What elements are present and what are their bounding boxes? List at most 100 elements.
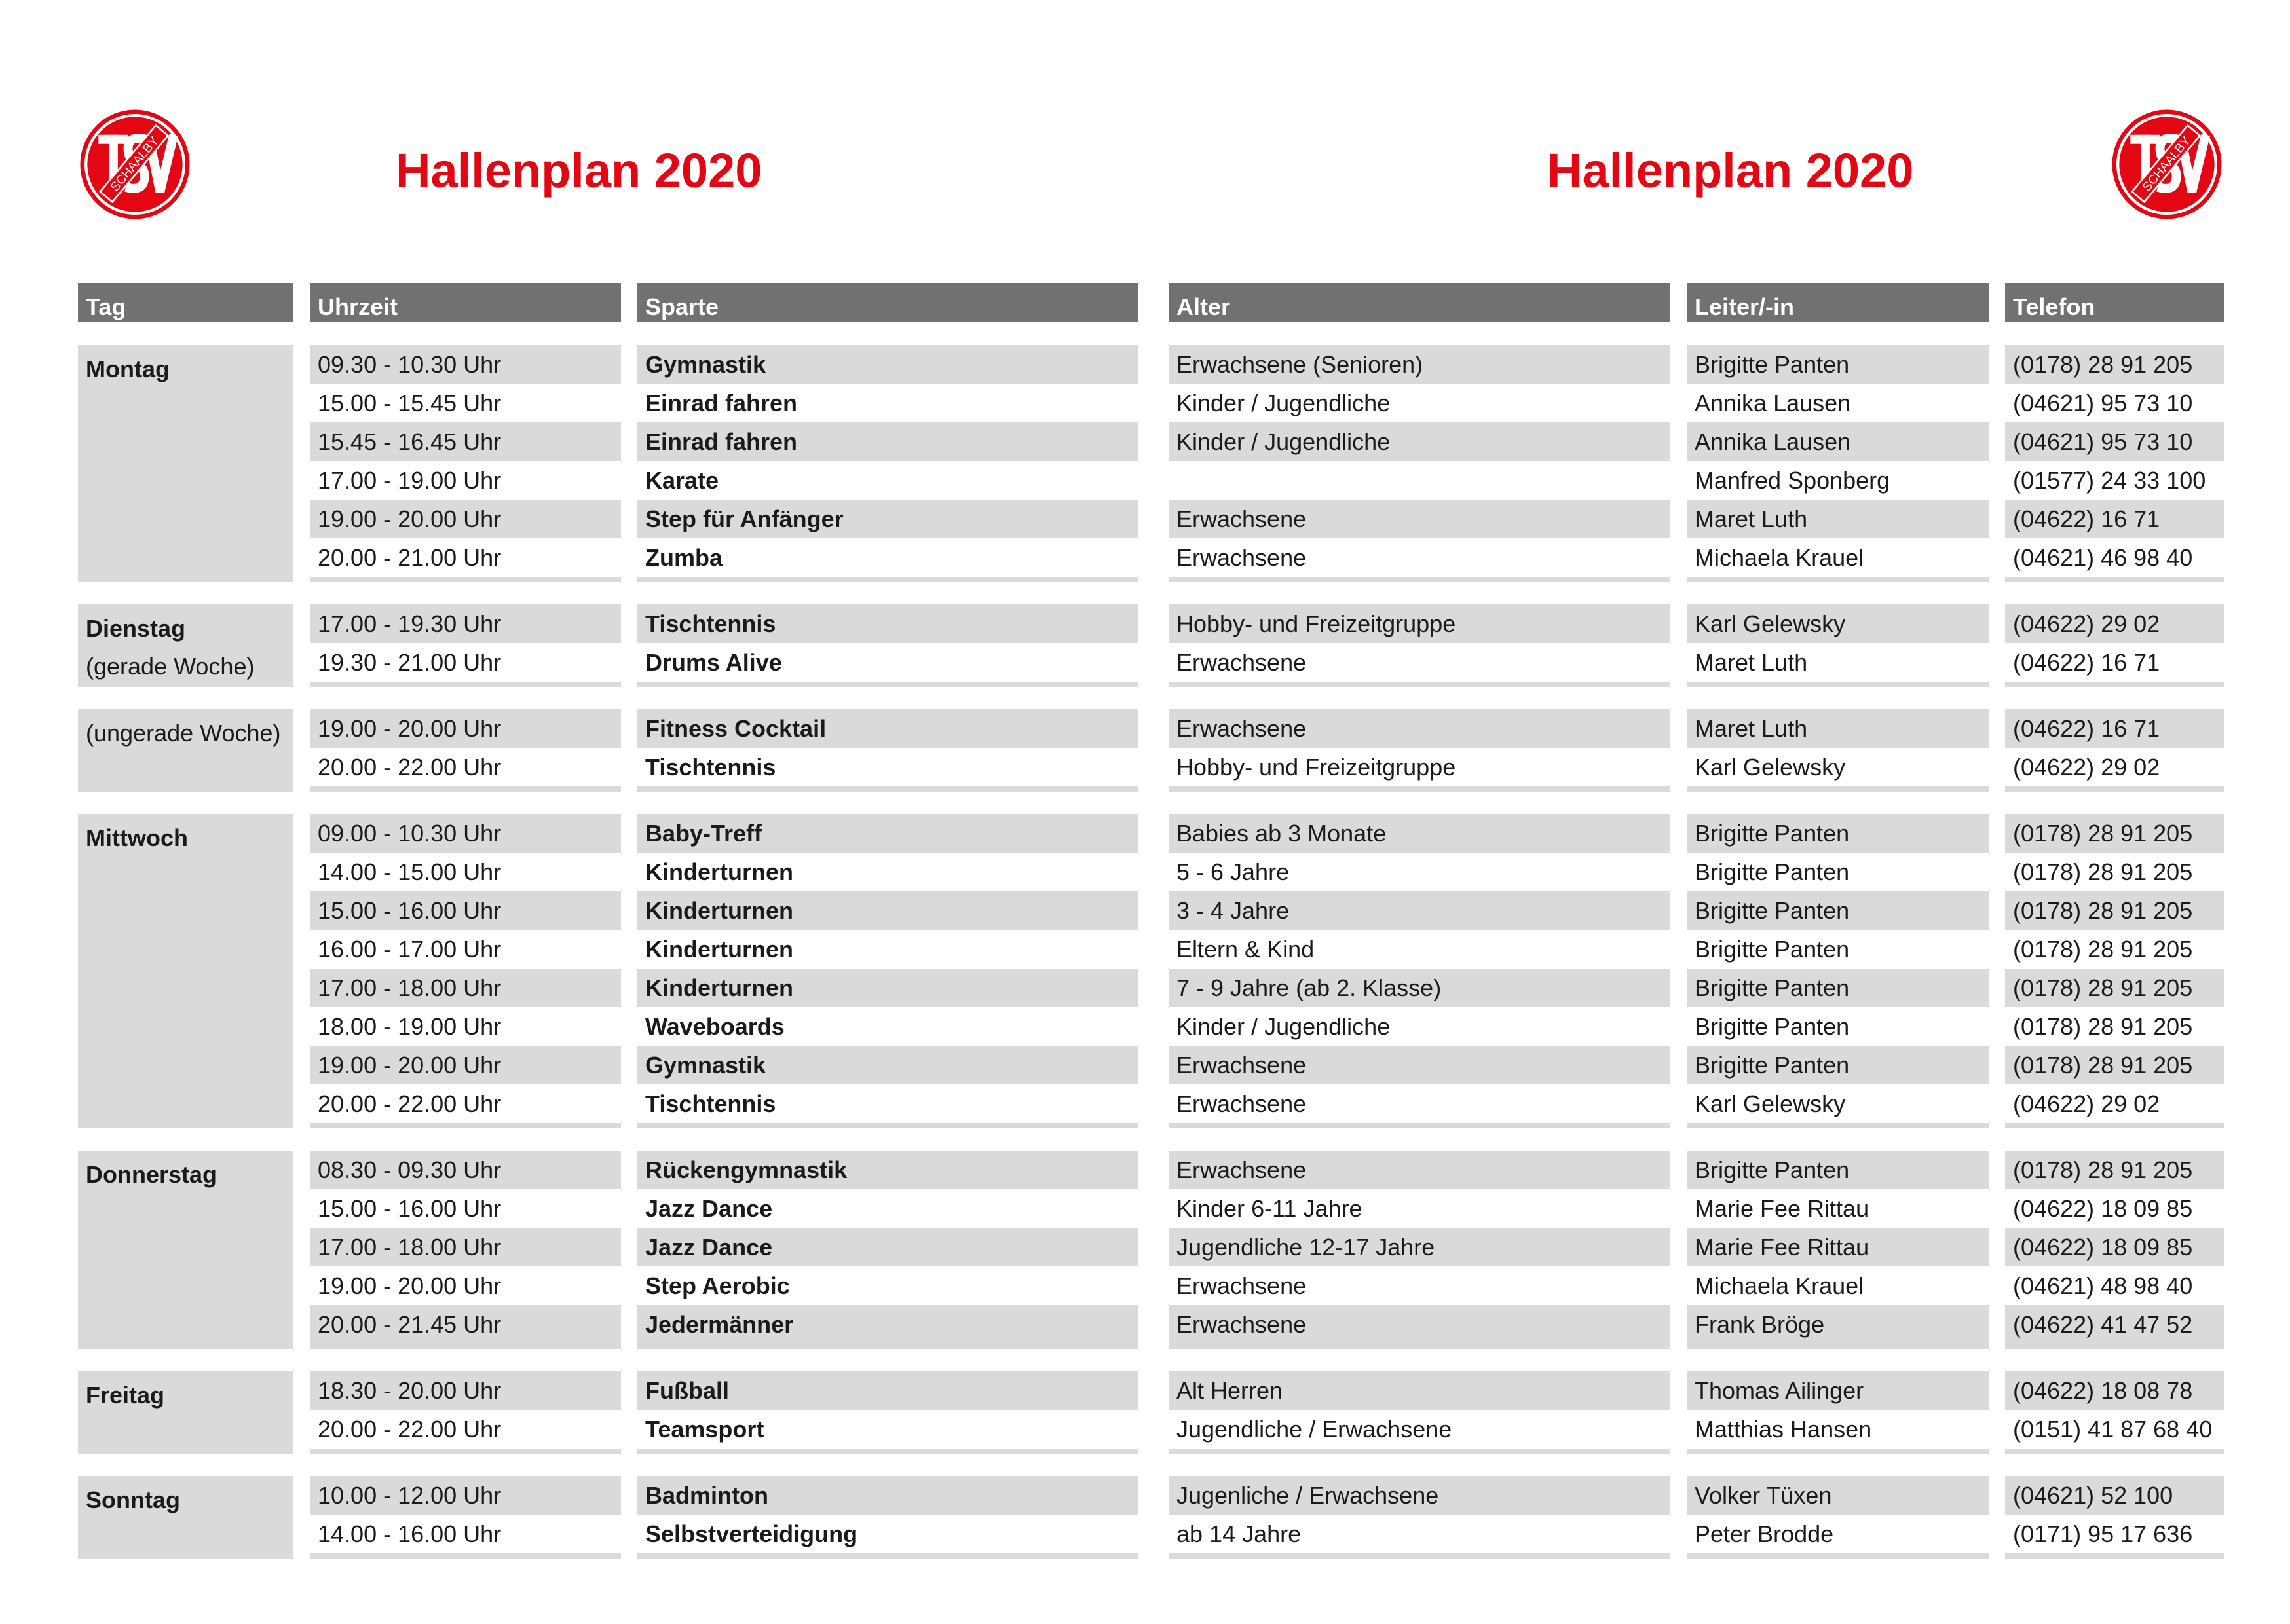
table-row: 15.00 - 15.45 Uhr Einrad fahren Kinder / J…	[0, 384, 2290, 422]
time-cell: 16.00 - 17.00 Uhr	[318, 936, 502, 963]
telefon-cell: (04622) 29 02	[2013, 754, 2160, 781]
alter-cell: 7 - 9 Jahre (ab 2. Klasse)	[1169, 969, 1670, 1007]
day-label: Dienstag	[86, 615, 186, 642]
table-row: 09.00 - 10.30 Uhr Baby-Treff Babies ab 3 M…	[0, 814, 2290, 853]
alter-cell	[1169, 461, 1670, 500]
group-divider	[0, 1344, 2290, 1349]
telefon-cell: (0171) 95 17 636	[2013, 1521, 2193, 1547]
sparte-cell: Einrad fahren	[645, 390, 798, 416]
day-cell: Freitag	[78, 1371, 293, 1454]
divider-segment	[310, 682, 621, 687]
divider-segment	[310, 577, 621, 582]
table-row: 08.30 - 09.30 Uhr Rückengymnastik Erwachse…	[0, 1151, 2290, 1189]
telefon-cell: (0178) 28 91 205	[2005, 1046, 2224, 1084]
column-header-uhrzeit: Uhrzeit	[310, 283, 621, 322]
sparte-cell: Kinderturnen	[637, 969, 1138, 1007]
table-row: 17.00 - 18.00 Uhr Kinderturnen 7 - 9 Jahre…	[0, 969, 2290, 1007]
divider-segment	[637, 682, 1138, 687]
leiter-cell: Karl Gelewsky	[1695, 1090, 1846, 1117]
telefon-cell: (01577) 24 33 100	[2013, 467, 2206, 494]
telefon-cell: (04622) 29 02	[2013, 1090, 2160, 1117]
leiter-cell: Maret Luth	[1687, 709, 1989, 748]
divider-segment	[637, 1553, 1138, 1559]
alter-cell: Alt Herren	[1169, 1371, 1670, 1410]
alter-cell: 3 - 4 Jahre	[1169, 891, 1670, 930]
telefon-cell: (0178) 28 91 205	[2005, 969, 2224, 1007]
time-cell: 17.00 - 18.00 Uhr	[310, 1228, 621, 1266]
divider-segment	[1169, 1449, 1670, 1454]
divider-segment	[310, 786, 621, 792]
divider-segment	[637, 1123, 1138, 1128]
divider-segment	[1169, 682, 1670, 687]
alter-cell: Erwachsene	[1169, 709, 1670, 748]
divider-segment	[2005, 1553, 2224, 1559]
table-row: 15.00 - 16.00 Uhr Kinderturnen 3 - 4 Jahre…	[0, 891, 2290, 930]
divider-segment	[1169, 1344, 1670, 1349]
telefon-cell: (04622) 18 08 78	[2005, 1371, 2224, 1410]
leiter-cell: Thomas Ailinger	[1687, 1371, 1989, 1410]
sparte-cell: Rückengymnastik	[637, 1151, 1138, 1189]
alter-cell: Erwachsene	[1169, 1151, 1670, 1189]
table-row: 10.00 - 12.00 Uhr Badminton Jugenliche / E…	[0, 1476, 2290, 1515]
alter-cell: Erwachsene (Senioren)	[1169, 345, 1670, 384]
telefon-cell: (0151) 41 87 68 40	[2013, 1416, 2213, 1443]
alter-cell: Erwachsene	[1176, 544, 1307, 571]
leiter-cell: Michaela Krauel	[1695, 544, 1864, 571]
sparte-cell: Karate	[645, 467, 719, 494]
time-cell: 17.00 - 18.00 Uhr	[310, 969, 621, 1007]
telefon-cell: (04622) 16 71	[2005, 709, 2224, 748]
time-cell: 20.00 - 21.45 Uhr	[310, 1305, 621, 1344]
time-cell: 08.30 - 09.30 Uhr	[310, 1151, 621, 1189]
table-row: 17.00 - 19.00 Uhr Karate Manfred Sponberg (…	[0, 461, 2290, 500]
sparte-cell: Jazz Dance	[645, 1195, 773, 1222]
tsv-schaalby-logo: SCHAALBY	[2112, 109, 2222, 219]
day-group: Sonntag 10.00 - 12.00 Uhr Badminton Jugenli…	[0, 1476, 2290, 1559]
sparte-cell: Step Aerobic	[645, 1272, 790, 1299]
alter-cell: Jugendliche / Erwachsene	[1176, 1416, 1452, 1443]
alter-cell: Hobby- und Freizeitgruppe	[1176, 754, 1456, 781]
sparte-cell: Kinderturnen	[645, 936, 794, 963]
time-cell: 15.00 - 15.45 Uhr	[318, 390, 502, 416]
alter-cell: 5 - 6 Jahre	[1176, 858, 1290, 885]
divider-segment	[1687, 786, 1989, 792]
telefon-cell: (04622) 18 09 85	[2005, 1228, 2224, 1266]
time-cell: 15.45 - 16.45 Uhr	[310, 422, 621, 461]
telefon-cell: (04621) 95 73 10	[2005, 422, 2224, 461]
divider-segment	[1169, 1123, 1670, 1128]
leiter-cell: Karl Gelewsky	[1695, 754, 1846, 781]
time-cell: 20.00 - 22.00 Uhr	[318, 1416, 502, 1443]
divider-segment	[1687, 682, 1989, 687]
alter-cell: Eltern & Kind	[1176, 936, 1315, 963]
day-label: Montag	[86, 356, 170, 382]
divider-segment	[1687, 1449, 1989, 1454]
divider-segment	[2005, 1344, 2224, 1349]
telefon-cell: (0178) 28 91 205	[2005, 814, 2224, 853]
group-divider	[0, 786, 2290, 792]
time-cell: 18.30 - 20.00 Uhr	[310, 1371, 621, 1410]
sparte-cell: Waveboards	[645, 1013, 785, 1040]
leiter-cell: Karl Gelewsky	[1687, 604, 1989, 643]
leiter-cell: Peter Brodde	[1695, 1521, 1834, 1547]
alter-cell: Hobby- und Freizeitgruppe	[1169, 604, 1670, 643]
alter-cell: Jugenliche / Erwachsene	[1169, 1476, 1670, 1515]
sparte-cell: Tischtennis	[637, 604, 1138, 643]
sparte-cell: Fitness Cocktail	[637, 709, 1138, 748]
alter-cell: Erwachsene	[1176, 1090, 1307, 1117]
leiter-cell: Brigitte Panten	[1687, 345, 1989, 384]
leiter-cell: Brigitte Panten	[1687, 891, 1989, 930]
alter-cell: Kinder 6-11 Jahre	[1176, 1195, 1362, 1222]
time-cell: 19.00 - 20.00 Uhr	[318, 1272, 502, 1299]
column-header-tag: Tag	[78, 283, 293, 322]
telefon-cell: (0178) 28 91 205	[2013, 858, 2193, 885]
day-group: Freitag 18.30 - 20.00 Uhr Fußball Alt Herre…	[0, 1371, 2290, 1454]
time-cell: 10.00 - 12.00 Uhr	[310, 1476, 621, 1515]
divider-segment	[1169, 1553, 1670, 1559]
day-label: Donnerstag	[86, 1161, 217, 1188]
table-row: 20.00 - 21.45 Uhr Jedermänner Erwachsene Fr…	[0, 1305, 2290, 1344]
alter-cell: Jugendliche 12-17 Jahre	[1169, 1228, 1670, 1266]
leiter-cell: Brigitte Panten	[1695, 936, 1850, 963]
alter-cell: Kinder / Jugendliche	[1176, 390, 1391, 416]
day-label: Sonntag	[86, 1486, 180, 1513]
telefon-cell: (0178) 28 91 205	[2013, 1013, 2193, 1040]
table-row: 19.00 - 20.00 Uhr Gymnastik Erwachsene Brig…	[0, 1046, 2290, 1084]
